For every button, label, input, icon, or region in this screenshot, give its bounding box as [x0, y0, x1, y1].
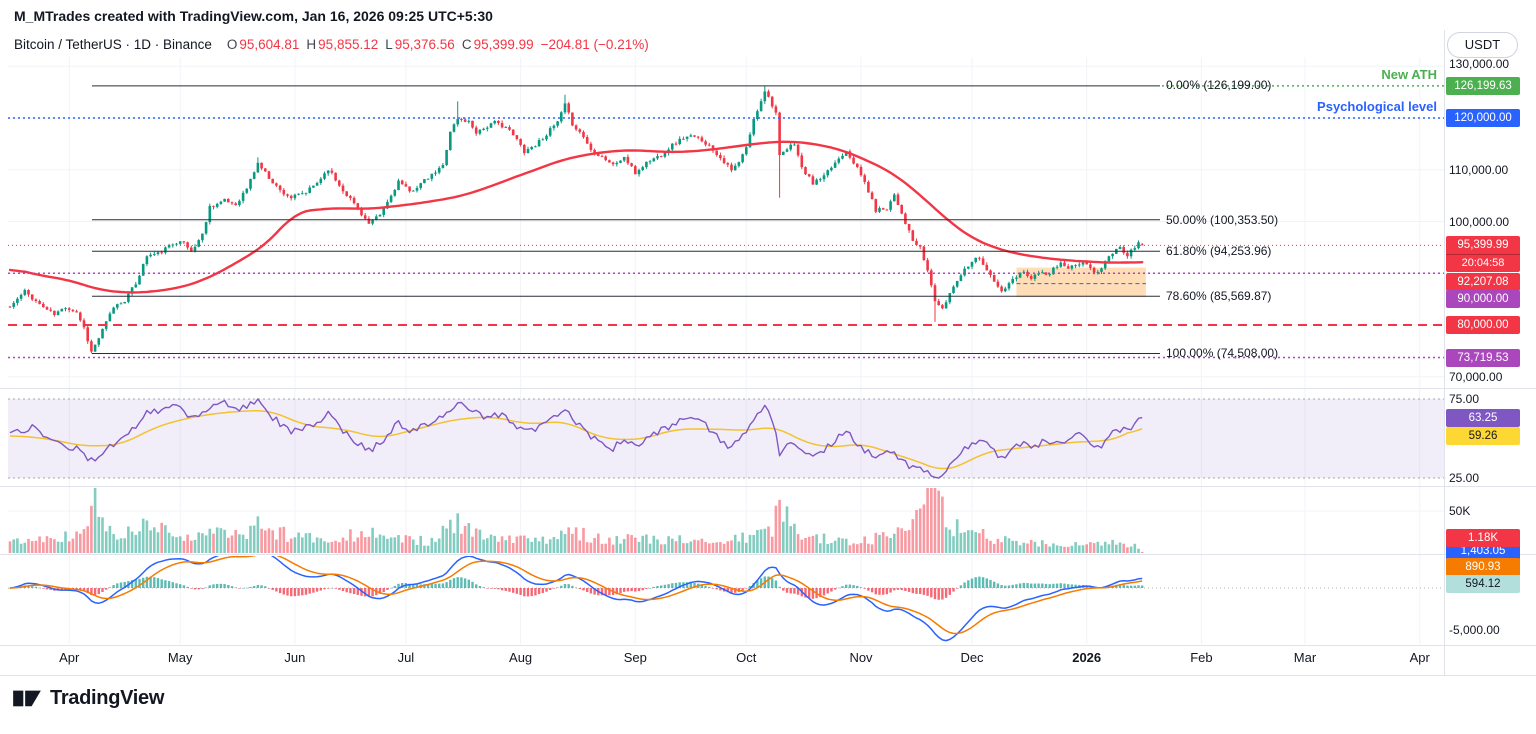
header-credit: M_MTrades created with TradingView.com, …: [14, 8, 493, 24]
tradingview-logo-icon: [12, 686, 42, 710]
candles: [8, 85, 1144, 354]
volume-value-badge: 1.18K: [1446, 529, 1520, 547]
last-price-badge: 95,399.99 20:04:58: [1446, 236, 1520, 272]
price-scale-label: 110,000.00: [1449, 163, 1509, 177]
price-ma-line: [8, 140, 1144, 294]
psych-level-label: Psychological level: [1313, 99, 1437, 114]
rsi-value-badge: 63.25: [1446, 409, 1520, 427]
ohlc-high-label: H: [306, 37, 317, 52]
change-value: −204.81 (−0.21%): [540, 37, 649, 52]
time-axis-label: Mar: [1293, 650, 1317, 665]
rsi-plot: [9, 398, 1143, 479]
fib-level-label: 0.00% (126,199.00): [1166, 78, 1272, 92]
time-axis-label: Nov: [849, 650, 873, 665]
time-axis-label: Feb: [1190, 650, 1213, 665]
time-axis-label: Jul: [397, 650, 415, 665]
gridlines: [8, 57, 1444, 644]
fib-level-label: 78.60% (85,569.87): [1166, 289, 1272, 303]
macd-hist-value-badge: 594.12: [1446, 575, 1520, 593]
pane-dividers: [0, 30, 1536, 676]
price-scale-label: -5,000.00: [1449, 623, 1500, 637]
level-73719-badge: 73,719.53: [1446, 349, 1520, 367]
time-axis-label: Dec: [960, 650, 984, 665]
macd-plot: [8, 556, 1444, 642]
psych-level-price-badge: 120,000.00: [1446, 109, 1520, 127]
zone-box: [1016, 267, 1146, 298]
fib-level-label: 61.80% (94,253.96): [1166, 244, 1272, 258]
ohlc-low-value: 95,376.56: [394, 37, 455, 52]
time-axis-label: May: [167, 650, 193, 665]
fib-retracement-lines[interactable]: [92, 85, 1160, 354]
rsi-ma-value-badge: 59.26: [1446, 427, 1520, 445]
rsi-band: [8, 398, 1444, 479]
ohlc-open-label: O: [226, 37, 238, 52]
horizontal-level-lines[interactable]: [8, 85, 1444, 359]
level-90000-badge: 90,000.00: [1446, 290, 1520, 308]
time-axis-label: Apr: [59, 650, 80, 665]
time-axis-label: Jun: [284, 650, 306, 665]
new-ath-label: New ATH: [1377, 67, 1437, 82]
new-ath-price-badge: 126,199.63: [1446, 77, 1520, 95]
ohlc-low-label: L: [385, 37, 393, 52]
time-axis-label: Sep: [623, 650, 647, 665]
price-scale-label: 130,000.00: [1449, 57, 1510, 71]
ohlc-open-value: 95,604.81: [239, 37, 300, 52]
ohlc-high-value: 95,855.12: [318, 37, 379, 52]
ohlc-close-label: C: [461, 37, 472, 52]
symbol-bar: Bitcoin / TetherUS · 1D · Binance O 95,604…: [14, 37, 649, 52]
volume-bars: [8, 488, 1144, 553]
currency-toggle-button[interactable]: USDT: [1447, 32, 1518, 58]
level-80000-badge: 80,000.00: [1446, 316, 1520, 334]
time-axis-label: 2026: [1072, 650, 1102, 665]
time-axis-label: Apr: [1409, 650, 1430, 665]
price-scale-label: 25.00: [1449, 471, 1480, 485]
price-scale-label: 100,000.00: [1449, 215, 1510, 229]
price-scale-label: 75.00: [1449, 392, 1480, 406]
fib-level-label: 50.00% (100,353.50): [1166, 213, 1279, 227]
symbol-title[interactable]: Bitcoin / TetherUS · 1D · Binance: [14, 37, 212, 52]
brand-text: TradingView: [50, 686, 165, 709]
ohlc-close-value: 95,399.99: [473, 37, 534, 52]
fib-level-label: 100.00% (74,508.00): [1166, 346, 1279, 360]
countdown-timer: 20:04:58: [1446, 254, 1520, 271]
time-axis-label: Aug: [509, 650, 533, 665]
price-scale-label: 70,000.00: [1449, 370, 1503, 384]
price-scale-label: 50K: [1449, 504, 1471, 518]
footer-brand[interactable]: TradingView: [12, 686, 164, 710]
macd-signal-value-badge: 890.93: [1446, 558, 1520, 576]
ma-value-badge: 92,207.08: [1446, 273, 1520, 291]
time-axis-label: Oct: [736, 650, 757, 665]
